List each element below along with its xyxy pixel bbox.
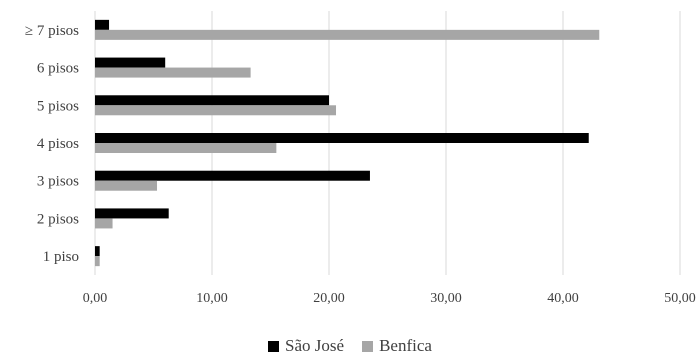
category-label: 3 pisos: [37, 174, 79, 190]
bar-sao-jose: [95, 170, 370, 181]
category-label: ≥ 7 pisos: [25, 23, 79, 39]
legend-label-benfica: Benfica: [379, 336, 432, 355]
bar-benfica: [95, 105, 337, 116]
category-label: 5 pisos: [37, 98, 79, 114]
bar-benfica: [95, 218, 113, 229]
bar-sao-jose: [95, 133, 589, 143]
legend-swatch-sao-jose: [268, 340, 280, 352]
bar-chart: 0,00 10,00 20,00 30,00 40,00 50,00 1 piso 2 pis…: [25, 11, 696, 306]
bar-sao-jose: [95, 57, 166, 68]
bar-sao-jose: [95, 95, 329, 106]
legend-swatch-benfica: [362, 340, 374, 352]
bar-benfica: [95, 67, 251, 78]
x-tick-label: 10,00: [196, 291, 228, 306]
x-tick-label: 40,00: [547, 291, 579, 306]
bar-sao-jose: [95, 208, 169, 219]
bar-benfica: [95, 180, 158, 191]
category-label: 2 pisos: [37, 211, 79, 227]
category-label: 4 pisos: [37, 136, 79, 152]
x-tick-label: 30,00: [430, 291, 462, 306]
legend-item-sao-jose: São José: [268, 336, 344, 356]
x-tick-label: 50,00: [664, 291, 696, 306]
bar-sao-jose: [95, 19, 110, 30]
bar-benfica: [95, 29, 600, 40]
x-tick-label: 20,00: [313, 291, 345, 306]
category-label: 6 pisos: [37, 61, 79, 77]
bar-benfica: [95, 256, 100, 267]
bar-sao-jose: [95, 246, 100, 257]
legend: São José Benfica: [0, 336, 700, 356]
legend-item-benfica: Benfica: [362, 336, 432, 356]
category-label: 1 piso: [43, 249, 79, 265]
bar-benfica: [95, 143, 277, 153]
x-tick-label: 0,00: [83, 291, 108, 306]
legend-label-sao-jose: São José: [285, 336, 345, 355]
